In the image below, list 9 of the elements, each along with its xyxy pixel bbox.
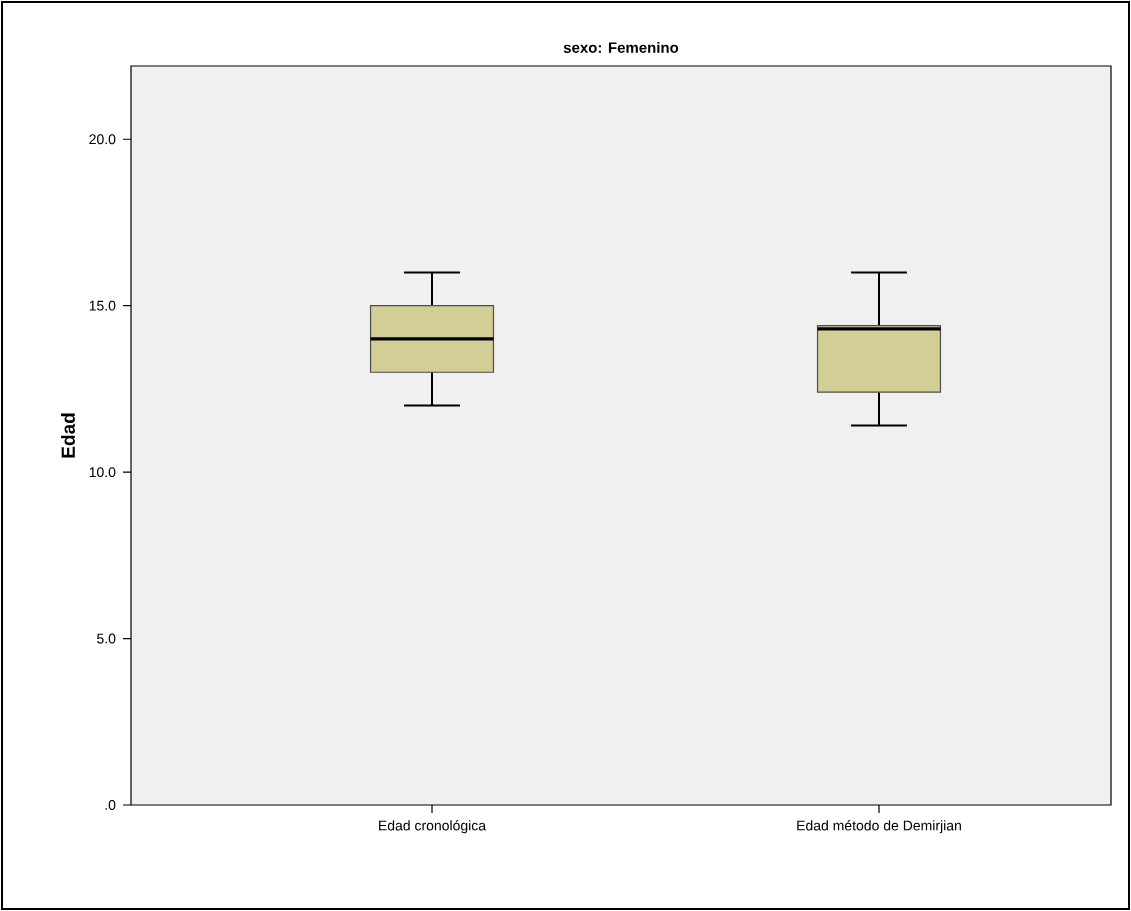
chart-title: sexo: Femenino <box>563 41 679 53</box>
y-tick-label: 10.0 <box>89 467 116 478</box>
y-axis-title: Edad <box>61 413 75 458</box>
x-tick-label: Edad cronológica <box>379 820 487 834</box>
x-tick-label: Edad método de Demirjian <box>797 820 961 834</box>
y-tick-label: 15.0 <box>89 300 116 311</box>
y-tick-label: 20.0 <box>89 134 116 145</box>
y-tick-label: 5.0 <box>97 633 116 644</box>
y-tick-label: .0 <box>105 800 116 810</box>
